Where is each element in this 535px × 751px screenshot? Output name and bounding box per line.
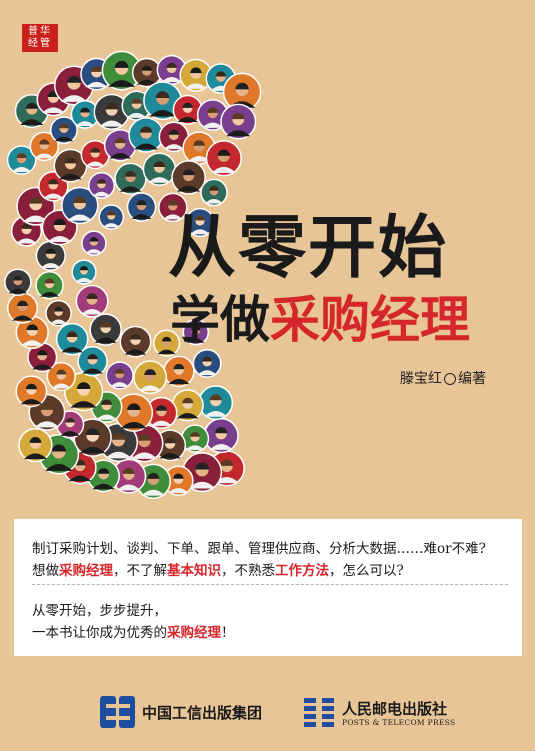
avatar-circle [77,346,108,377]
avatar-circle [203,418,239,454]
miit-group-logo-icon [100,696,135,728]
avatar-circle [80,139,110,170]
avatar-circle [29,131,60,162]
blurb-box: 制订采购计划、谈判、下单、跟单、管理供应商、分析大数据……难or不难? 想做采购… [14,519,522,656]
blurb-highlight: 采购经理 [59,563,113,579]
avatar-circle [55,322,89,356]
avatar-circle [171,389,204,422]
avatar-circle [180,424,210,453]
blurb-line-1: 制订采购计划、谈判、下单、跟单、管理供应商、分析大数据……难or不难? [32,541,486,557]
author-name: 滕宝红 [400,371,442,387]
avatar-circle [158,192,188,223]
author-credit: 滕宝红 编著 [400,368,486,388]
avatar-circle [89,313,122,346]
avatar-circle [158,121,190,153]
avatar-circle [98,204,125,230]
avatar-circle [75,284,109,318]
avatar-circle [142,152,177,186]
blurb-highlight: 采购经理 [167,625,221,641]
blurb-highlight: 工作方法 [275,563,329,579]
publisher-footer: 中国工信出版集团 人民邮电出版社 POSTS & TELECOM PRESS [0,680,535,750]
ptpress-logo-icon [304,696,334,730]
avatar-circles-illustration [4,50,262,499]
avatar-circle [205,140,242,177]
avatar-circle [185,207,215,238]
blurb-highlight: 基本知识 [167,563,221,579]
avatar-circle [4,268,32,297]
blurb-text: ，不了解 [113,563,167,579]
avatar-circle [200,178,228,207]
avatar-circle [54,65,94,106]
avatar-circle [6,145,37,175]
separator-circle-icon [444,373,456,385]
avatar-circle [35,271,64,300]
press-english-name: POSTS & TELECOM PRESS [342,718,456,727]
avatar-circle [18,428,53,463]
avatar-circle [88,171,115,199]
avatar-circle [222,72,262,112]
avatar-circle [81,230,107,256]
avatar-circle [192,348,222,378]
blurb-text: ，怎么可以? [329,563,404,579]
avatar-circle [103,129,137,162]
badge-line-1: 普华 [28,26,52,37]
avatar-circle [153,329,181,357]
blurb-line-2: 想做采购经理，不了解基本知识，不熟悉工作方法，怎么可以? [32,559,404,579]
blurb-line-3: 从零开始，步步提升， [32,603,167,619]
blurb-line-4: 一本书让你成为优秀的采购经理！ [32,621,235,641]
avatar-circle [105,361,134,390]
avatar-circle [119,325,152,358]
avatar-circle [114,162,147,195]
avatar-circle [172,94,203,125]
publisher-badge: 普华 经管 [22,24,58,52]
avatar-circle [6,292,39,324]
author-role: 编著 [458,371,486,387]
book-title-line-2: 学做采购经理 [170,280,470,352]
avatar-circle [71,259,97,285]
avatar-circle [182,318,210,346]
avatar-circle [126,192,157,222]
blurb-text: ，不熟悉 [221,563,275,579]
badge-line-2: 经管 [28,38,52,49]
avatar-circle [53,148,88,183]
avatar-circle [198,385,234,421]
blurb-text: ！ [221,625,235,641]
avatar-circle [128,117,164,153]
avatar-circle [93,93,130,130]
blurb-text: 一本书让你成为优秀的 [32,625,167,641]
avatar-circle [61,186,99,225]
avatar-circle [171,160,206,195]
title-line-2-black: 学做 [170,291,270,349]
avatar-circle [143,81,183,121]
avatar-circle [35,240,66,271]
avatar-circle [220,103,257,140]
avatar-circle [111,458,147,494]
avatar-circle [45,299,72,327]
avatar-circle [50,116,78,145]
avatar-circle [15,315,49,350]
avatar-circle [131,57,162,88]
avatar-circle [46,361,76,392]
press-name: 人民邮电出版社 [342,700,448,718]
avatar-circle [101,50,142,91]
publishing-group-name: 中国工信出版集团 [142,704,263,722]
title-line-2-red: 采购经理 [270,291,470,349]
avatar-circle [15,375,48,408]
avatar-circle [87,459,120,493]
book-title-line-1: 从零开始 [168,209,449,288]
avatar-circle [133,360,168,395]
avatar-circle [163,355,195,388]
dashed-divider [32,584,508,585]
blurb-text: 想做 [32,563,59,579]
